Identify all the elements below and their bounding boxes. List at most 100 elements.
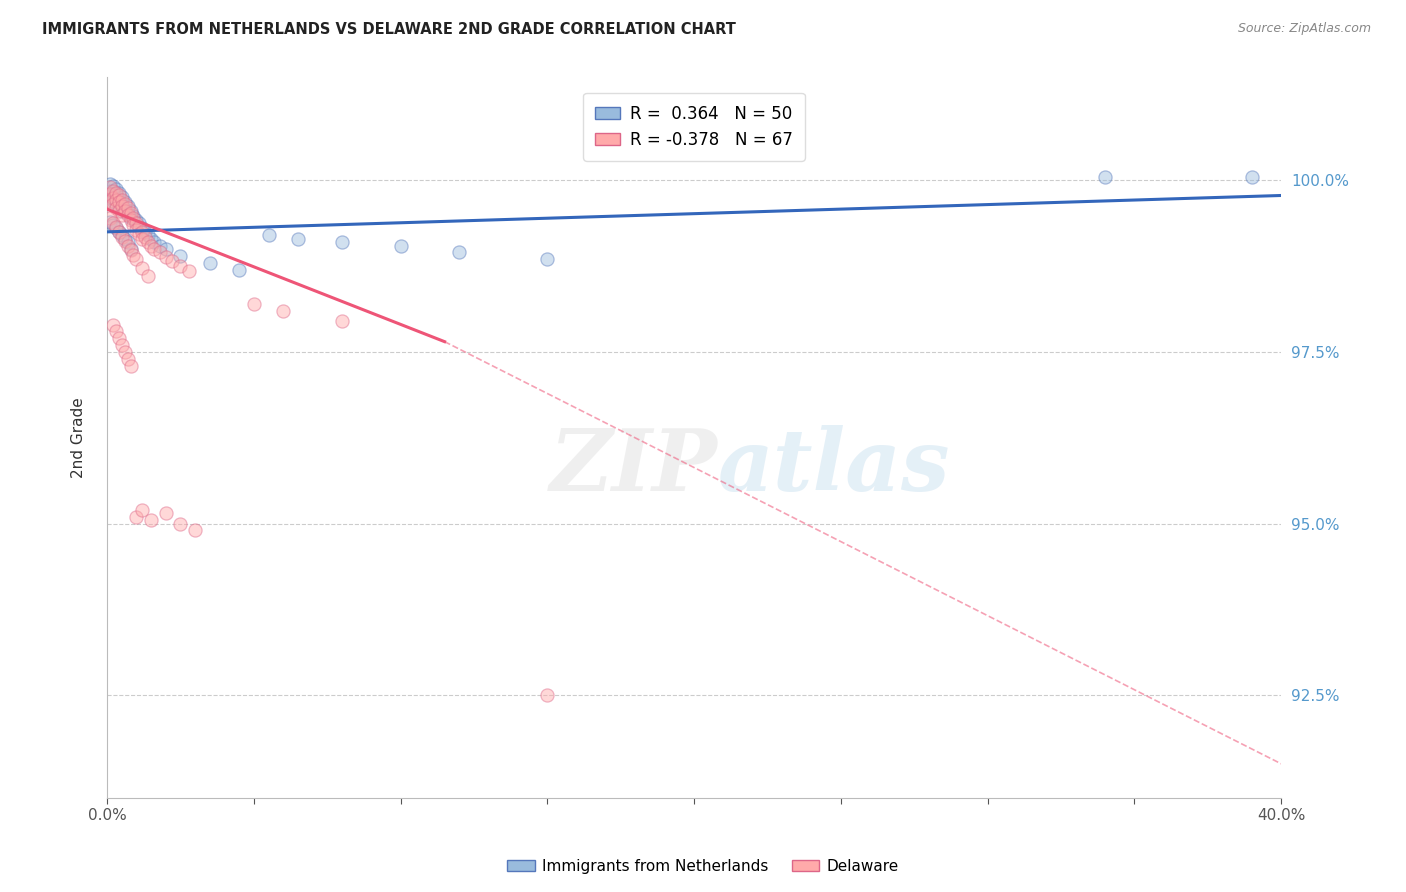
Point bbox=[117, 238, 139, 252]
Point bbox=[108, 225, 131, 239]
Point bbox=[120, 206, 142, 220]
Point bbox=[155, 250, 177, 264]
Point bbox=[120, 211, 142, 226]
Point bbox=[101, 318, 124, 332]
Point bbox=[136, 235, 159, 249]
Point bbox=[117, 351, 139, 366]
Text: Source: ZipAtlas.com: Source: ZipAtlas.com bbox=[1237, 22, 1371, 36]
Point bbox=[128, 220, 150, 235]
Legend: Immigrants from Netherlands, Delaware: Immigrants from Netherlands, Delaware bbox=[501, 853, 905, 880]
Point bbox=[139, 238, 162, 252]
Point bbox=[104, 197, 127, 211]
Point bbox=[243, 297, 266, 311]
Point bbox=[108, 186, 131, 200]
Point bbox=[131, 261, 153, 276]
Point bbox=[128, 227, 150, 241]
Point bbox=[111, 229, 134, 244]
Point bbox=[108, 195, 131, 210]
Point bbox=[101, 194, 124, 208]
Point bbox=[125, 509, 148, 524]
Point bbox=[128, 216, 150, 230]
Point bbox=[122, 209, 145, 223]
Point bbox=[108, 204, 131, 219]
Point bbox=[143, 235, 166, 249]
Point bbox=[101, 197, 124, 211]
Point bbox=[104, 186, 127, 200]
Point bbox=[114, 234, 136, 248]
Text: IMMIGRANTS FROM NETHERLANDS VS DELAWARE 2ND GRADE CORRELATION CHART: IMMIGRANTS FROM NETHERLANDS VS DELAWARE … bbox=[42, 22, 737, 37]
Point bbox=[271, 303, 294, 318]
Point bbox=[136, 269, 159, 284]
Point bbox=[131, 232, 153, 246]
Point bbox=[449, 245, 471, 260]
Point bbox=[98, 194, 121, 208]
Point bbox=[120, 242, 142, 256]
Point bbox=[125, 213, 148, 227]
Point bbox=[139, 232, 162, 246]
Point bbox=[125, 216, 148, 230]
Point bbox=[104, 201, 127, 215]
Point bbox=[101, 184, 124, 198]
Text: ZIP: ZIP bbox=[550, 425, 717, 508]
Point bbox=[101, 216, 124, 230]
Point bbox=[228, 262, 250, 277]
Point bbox=[125, 223, 148, 237]
Point bbox=[1240, 169, 1263, 184]
Point bbox=[117, 201, 139, 215]
Point bbox=[101, 218, 124, 232]
Point bbox=[143, 242, 166, 256]
Point bbox=[131, 225, 153, 239]
Point bbox=[139, 513, 162, 527]
Point bbox=[104, 221, 127, 235]
Point bbox=[104, 193, 127, 207]
Point bbox=[155, 242, 177, 256]
Point bbox=[179, 264, 201, 278]
Point bbox=[257, 228, 280, 243]
Point bbox=[114, 195, 136, 210]
Point bbox=[120, 244, 142, 258]
Point bbox=[98, 214, 121, 228]
Point bbox=[111, 204, 134, 219]
Point bbox=[98, 180, 121, 194]
Point bbox=[114, 197, 136, 211]
Point bbox=[120, 213, 142, 227]
Point bbox=[111, 190, 134, 204]
Text: atlas: atlas bbox=[717, 425, 950, 508]
Point bbox=[104, 324, 127, 338]
Point bbox=[98, 187, 121, 202]
Point bbox=[198, 256, 221, 270]
Point bbox=[111, 196, 134, 211]
Point bbox=[184, 524, 207, 538]
Point bbox=[120, 359, 142, 373]
Point bbox=[131, 221, 153, 235]
Point bbox=[155, 506, 177, 520]
Point bbox=[111, 338, 134, 352]
Point bbox=[98, 184, 121, 198]
Point bbox=[98, 211, 121, 226]
Point bbox=[149, 245, 172, 260]
Point bbox=[104, 220, 127, 235]
Y-axis label: 2nd Grade: 2nd Grade bbox=[72, 397, 86, 478]
Point bbox=[330, 314, 353, 328]
Point bbox=[125, 252, 148, 267]
Point bbox=[108, 331, 131, 345]
Point bbox=[114, 202, 136, 217]
Point bbox=[122, 247, 145, 261]
Point bbox=[536, 252, 558, 267]
Point bbox=[98, 177, 121, 191]
Point bbox=[108, 193, 131, 207]
Point bbox=[117, 235, 139, 249]
Point bbox=[160, 254, 183, 268]
Point bbox=[169, 249, 191, 263]
Point bbox=[134, 229, 156, 244]
Point bbox=[111, 208, 134, 222]
Legend: R =  0.364   N = 50, R = -0.378   N = 67: R = 0.364 N = 50, R = -0.378 N = 67 bbox=[583, 93, 804, 161]
Point bbox=[104, 181, 127, 195]
Point bbox=[111, 228, 134, 243]
Point bbox=[101, 178, 124, 193]
Point bbox=[114, 232, 136, 246]
Point bbox=[131, 503, 153, 517]
Point bbox=[114, 204, 136, 219]
Point bbox=[120, 204, 142, 219]
Point bbox=[111, 199, 134, 213]
